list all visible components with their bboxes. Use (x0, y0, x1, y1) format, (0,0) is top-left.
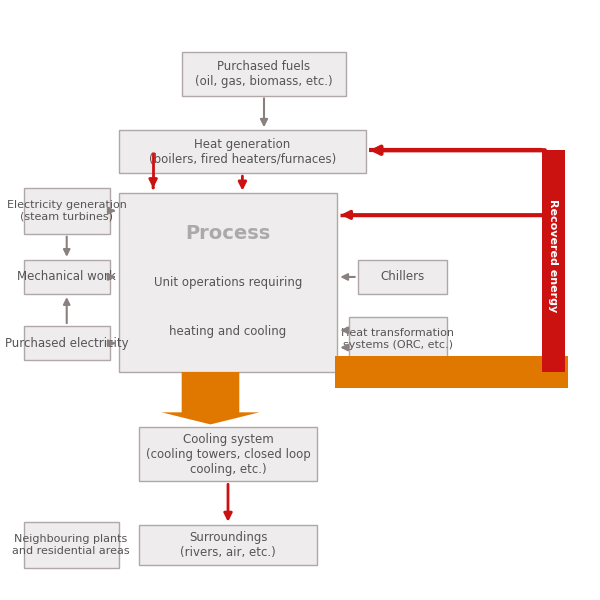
FancyBboxPatch shape (139, 427, 317, 481)
Text: Neighbouring plants
and residential areas: Neighbouring plants and residential area… (12, 534, 130, 556)
Text: Electricity generation
(steam turbines): Electricity generation (steam turbines) (7, 200, 127, 221)
Text: heating and cooling: heating and cooling (169, 325, 287, 338)
Text: Purchased fuels
(oil, gas, biomass, etc.): Purchased fuels (oil, gas, biomass, etc.… (195, 60, 333, 88)
FancyBboxPatch shape (23, 326, 110, 361)
Text: Heat transformation
systems (ORC, etc.): Heat transformation systems (ORC, etc.) (341, 328, 454, 350)
Bar (542, 361, 565, 372)
Bar (335, 356, 568, 388)
FancyBboxPatch shape (349, 317, 447, 361)
FancyBboxPatch shape (358, 260, 447, 294)
Text: Cooling system
(cooling towers, closed loop
cooling, etc.): Cooling system (cooling towers, closed l… (146, 433, 310, 476)
Text: Mechanical work: Mechanical work (17, 271, 116, 283)
FancyBboxPatch shape (119, 193, 337, 372)
Text: Surroundings
(rivers, air, etc.): Surroundings (rivers, air, etc.) (180, 531, 276, 559)
Text: Chillers: Chillers (380, 271, 424, 283)
FancyBboxPatch shape (182, 52, 346, 95)
Text: Unit operations requiring: Unit operations requiring (154, 276, 302, 289)
Bar (542, 150, 565, 372)
FancyBboxPatch shape (119, 130, 366, 173)
Polygon shape (161, 372, 259, 424)
Text: Purchased electricity: Purchased electricity (5, 337, 128, 350)
FancyBboxPatch shape (139, 524, 317, 565)
Text: Recovered energy: Recovered energy (548, 199, 559, 312)
FancyBboxPatch shape (23, 522, 119, 568)
Text: Process: Process (185, 224, 271, 244)
FancyBboxPatch shape (23, 260, 110, 294)
Text: Heat generation
(boilers, fired heaters/furnaces): Heat generation (boilers, fired heaters/… (149, 137, 336, 166)
FancyBboxPatch shape (23, 188, 110, 234)
